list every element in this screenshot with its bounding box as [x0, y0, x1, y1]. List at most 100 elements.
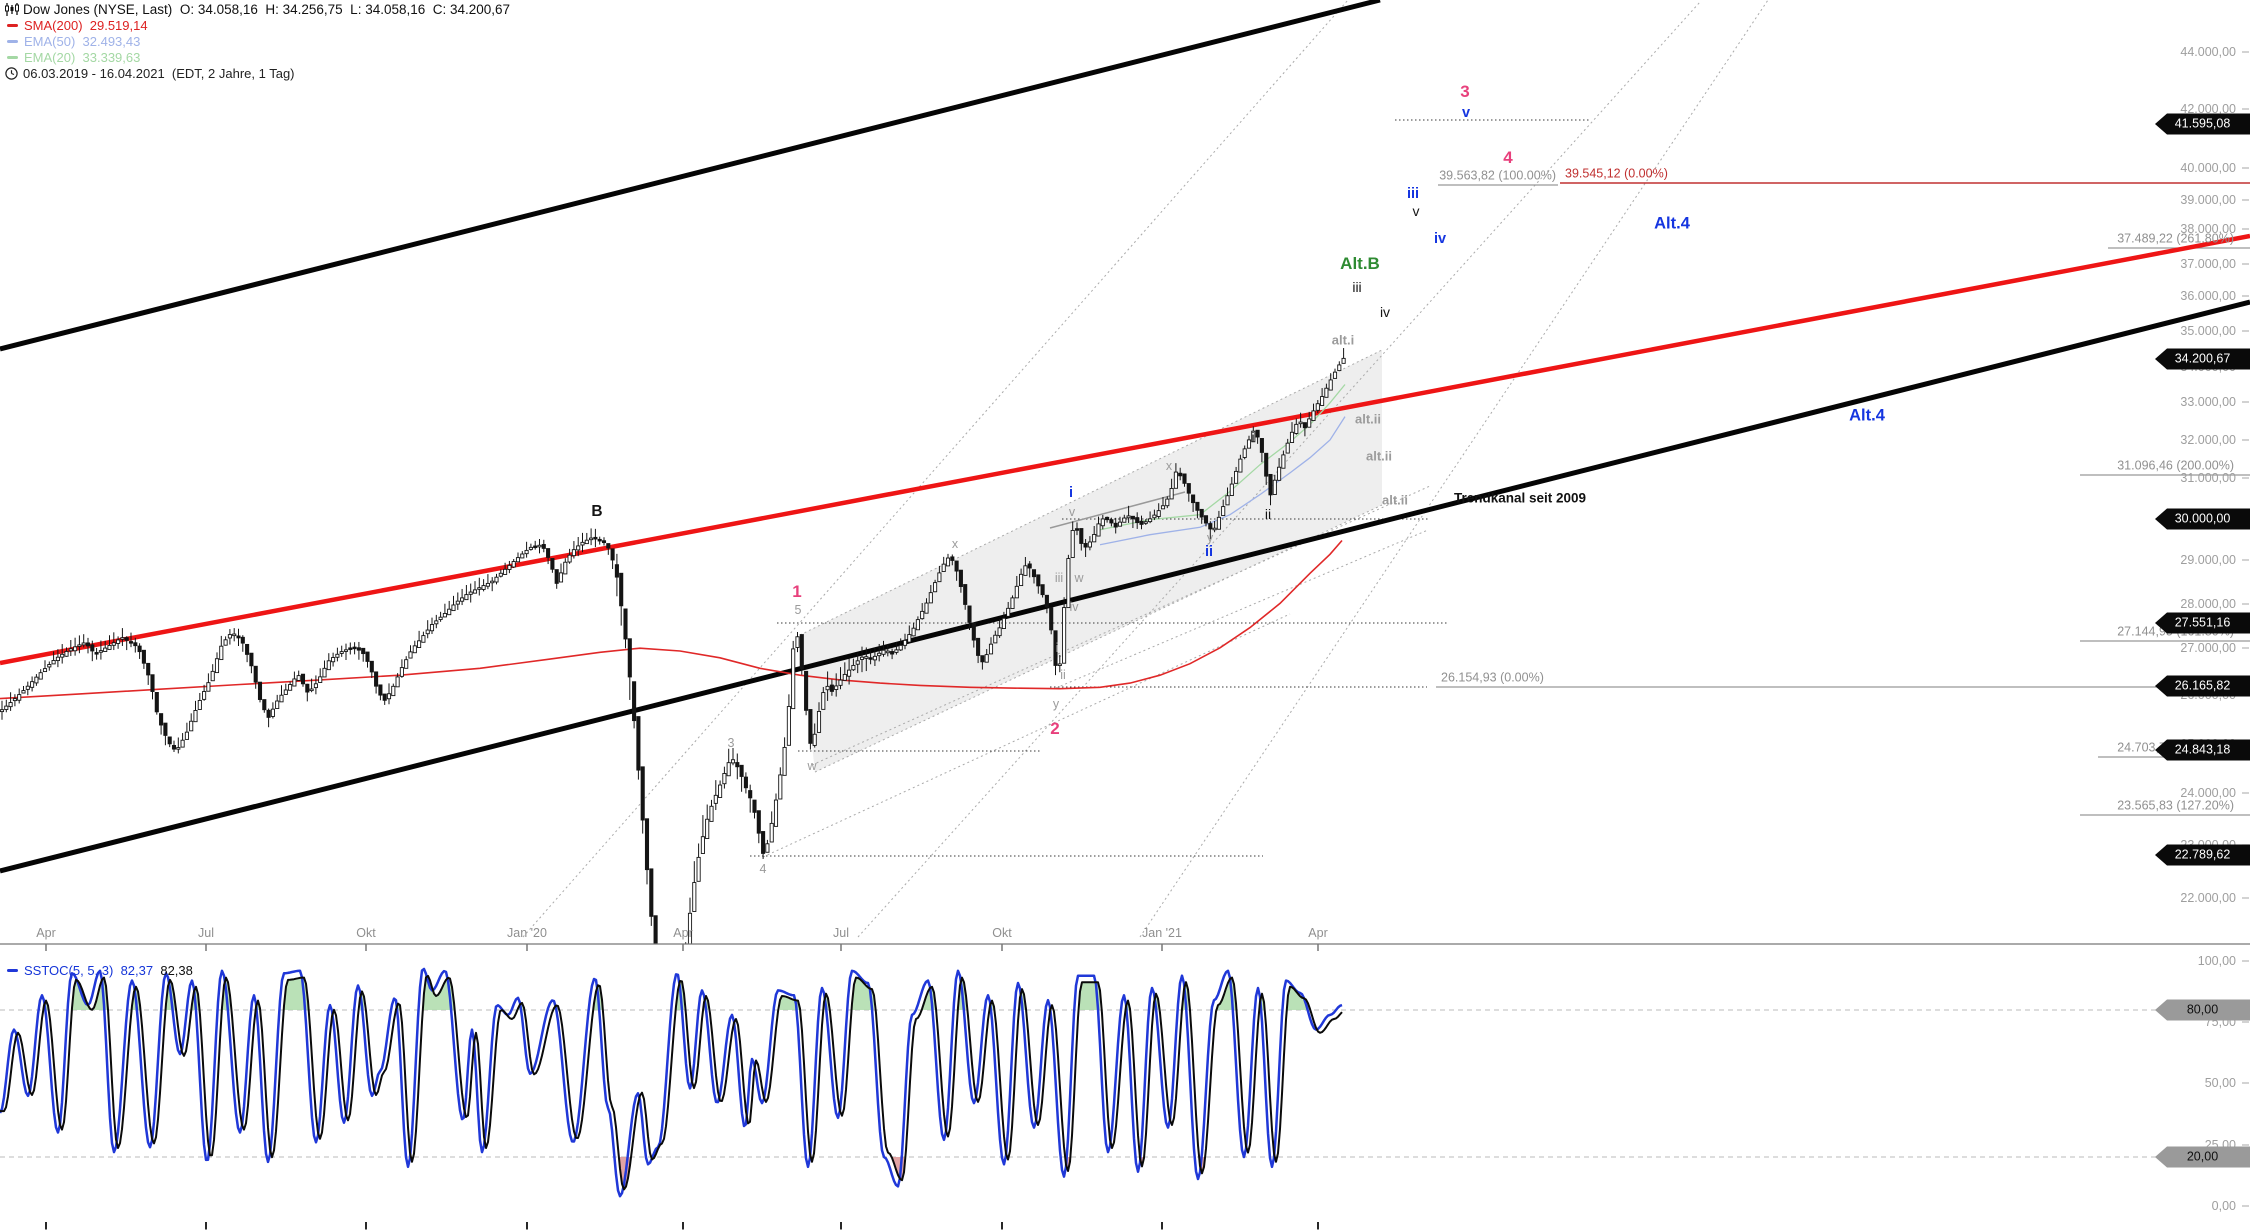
y-axis-tick: 24.000,00	[2180, 786, 2236, 800]
y-axis-tick: 28.000,00	[2180, 597, 2236, 611]
stoch-axis-tick: 100,00	[2197, 954, 2236, 968]
clock-icon	[5, 67, 18, 80]
ohlc-values: O: 34.058,16 H: 34.256,75 L: 34.058,16 C…	[172, 2, 511, 17]
wave-label: iii	[1406, 186, 1420, 202]
wave-label: 4	[759, 862, 767, 876]
wave-label: iv	[1069, 600, 1079, 614]
wave-label: i	[1251, 429, 1255, 445]
wave-label: iii	[1054, 571, 1064, 585]
y-axis-tick: 46.000,00	[2180, 0, 2236, 1]
instrument-name: Dow Jones (NYSE, Last)	[23, 2, 173, 17]
wave-label: x	[1165, 459, 1173, 473]
sma-row: SMA(200) 29.519,14	[4, 18, 510, 33]
range-detail: (EDT, 2 Jahre, 1 Tag)	[164, 66, 295, 81]
price-tag: 27.551,16	[2155, 612, 2250, 634]
y-axis-tick: 29.000,00	[2180, 553, 2236, 567]
price-tag: 22.789,62	[2155, 844, 2250, 866]
y-axis-tick: 35.000,00	[2180, 324, 2236, 338]
price-tag: 30.000,00	[2155, 508, 2250, 530]
wave-label: 1	[792, 582, 802, 601]
fib-level-label: 31.096,46 (200.00%)	[2117, 458, 2234, 473]
wave-label: Trendkanal seit 2009	[1453, 490, 1587, 506]
wave-label: y	[1206, 531, 1214, 545]
fib-level-label: 23.565,83 (127.20%)	[2117, 798, 2234, 813]
ema50-row: EMA(50) 32.493,43	[4, 34, 510, 49]
wave-label: ii	[1204, 544, 1214, 560]
wave-label: B	[591, 503, 603, 520]
fib-level-label: 37.489,22 (261.80%)	[2117, 231, 2234, 246]
wave-label: v	[1412, 203, 1420, 219]
wave-label: Alt.4	[1849, 406, 1885, 425]
wave-label: ii	[1060, 668, 1066, 682]
price-tag: 34.200,67	[2155, 348, 2250, 370]
wave-label: v	[1068, 505, 1076, 519]
x-axis-label: Apr	[673, 926, 693, 940]
fib-level-label: 39.545,12 (0.00%)	[1565, 166, 1668, 181]
sstoc-label: SSTOC(5, 5, 3) 82,37	[24, 963, 154, 978]
y-axis-tick: 42.000,00	[2180, 102, 2236, 116]
y-axis-tick: 22.000,00	[2180, 891, 2236, 905]
wave-label: alt.i	[1331, 332, 1355, 348]
wave-label: i	[1055, 641, 1059, 655]
price-tag: 26.165,82	[2155, 675, 2250, 697]
x-axis-label: Jan '21	[1142, 926, 1182, 940]
sstoc-value: 82,38	[153, 963, 193, 978]
price-tag: 41.595,08	[2155, 113, 2250, 135]
wave-label: iv	[1379, 304, 1391, 320]
wave-label: iv	[1433, 231, 1447, 247]
price-tag: 24.843,18	[2155, 739, 2250, 761]
y-axis-tick: 38.000,00	[2180, 222, 2236, 236]
y-axis-tick: 37.000,00	[2180, 257, 2236, 271]
wave-label: alt.ii	[1381, 492, 1409, 508]
wave-label: w	[807, 759, 817, 773]
y-axis-tick: 40.000,00	[2180, 161, 2236, 175]
chart-header: Dow Jones (NYSE, Last) O: 34.058,16 H: 3…	[4, 2, 510, 82]
wave-label: y	[1052, 697, 1060, 711]
wave-label: iii	[1352, 279, 1362, 295]
wave-label: i	[1068, 485, 1074, 501]
stochastic-header: SSTOC(5, 5, 3) 82,37 82,38	[4, 963, 193, 978]
wave-label: Alt.4	[1654, 214, 1690, 233]
y-axis-tick: 32.000,00	[2180, 433, 2236, 447]
x-axis-label: Okt	[992, 926, 1012, 940]
x-axis-label: Jul	[198, 926, 214, 940]
wave-label: w	[1074, 571, 1084, 585]
sma-label: SMA(200) 29.519,14	[24, 18, 148, 33]
sma-color-dash-icon	[7, 24, 18, 27]
x-axis-label: Jan '20	[507, 926, 547, 940]
wave-label: 3	[1460, 82, 1470, 101]
wave-label: 2	[1050, 719, 1060, 738]
wave-label: ii	[1264, 506, 1272, 522]
wave-label: alt.ii	[1365, 448, 1393, 464]
ema20-label: EMA(20) 33.339,63	[24, 50, 141, 65]
ema20-color-dash-icon	[7, 56, 18, 59]
x-axis-label: Apr	[1308, 926, 1328, 940]
instrument-row: Dow Jones (NYSE, Last) O: 34.058,16 H: 3…	[4, 2, 510, 17]
ema20-row: EMA(20) 33.339,63	[4, 50, 510, 65]
sstoc-color-dash-icon	[7, 969, 18, 972]
wave-label: 5	[794, 603, 802, 617]
wave-label: alt.ii	[1354, 411, 1382, 427]
stoch-level-tag: 20,00	[2155, 1146, 2250, 1168]
y-axis-tick: 39.000,00	[2180, 193, 2236, 207]
ema50-color-dash-icon	[7, 40, 18, 43]
wave-label: Alt.B	[1340, 254, 1380, 273]
y-axis-tick: 44.000,00	[2180, 45, 2236, 59]
x-axis-label: Jul	[833, 926, 849, 940]
stoch-level-tag: 80,00	[2155, 999, 2250, 1021]
candlestick-icon	[4, 2, 19, 17]
wave-label: x	[951, 537, 959, 551]
y-axis-tick: 31.000,00	[2180, 471, 2236, 485]
stoch-axis-tick: 0,00	[2211, 1199, 2236, 1213]
x-axis-label: Okt	[356, 926, 376, 940]
y-axis-tick: 27.000,00	[2180, 641, 2236, 655]
y-axis-tick: 33.000,00	[2180, 395, 2236, 409]
date-range: 06.03.2019 - 16.04.2021	[23, 66, 165, 81]
x-axis-label: Apr	[36, 926, 56, 940]
y-axis-tick: 36.000,00	[2180, 289, 2236, 303]
fib-level-label: 26.154,93 (0.00%)	[1441, 670, 1544, 685]
wave-label: v	[1461, 105, 1471, 121]
fib-level-label: 39.563,82 (100.00%)	[1439, 168, 1556, 183]
